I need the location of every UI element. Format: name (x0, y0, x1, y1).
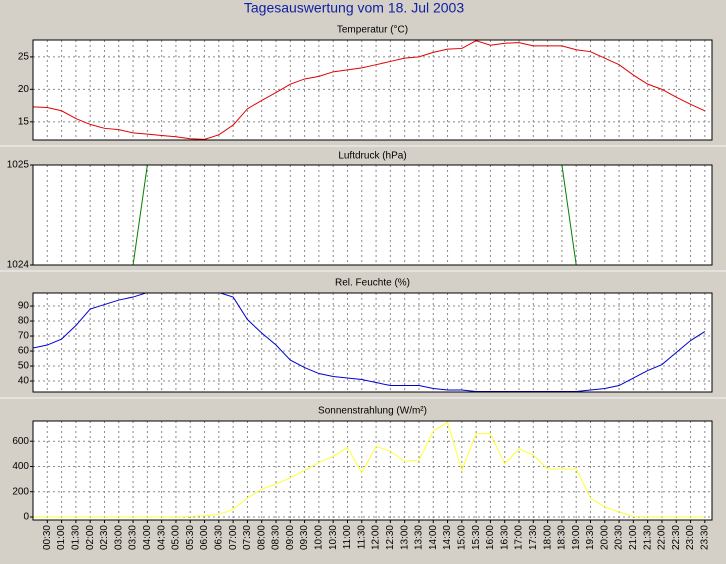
series-line (33, 40, 706, 140)
x-tick-label: 07:00 (228, 525, 239, 550)
plot-area (33, 40, 712, 140)
x-tick-label: 16:30 (499, 525, 510, 550)
x-tick-label: 12:30 (385, 525, 396, 550)
panel-title: Temperatur (°C) (337, 25, 408, 36)
panel-title: Rel. Feuchte (%) (335, 278, 410, 289)
chart-title: Tagesauswertung vom 18. Jul 2003 (244, 0, 464, 16)
x-tick-label: 04:30 (156, 525, 167, 550)
y-tick-label: 50 (18, 361, 30, 372)
y-tick-label: 25 (18, 52, 30, 63)
x-tick-label: 14:00 (428, 525, 439, 550)
x-tick-label: 23:00 (685, 525, 696, 550)
x-tick-label: 13:00 (399, 525, 410, 550)
x-tick-label: 06:00 (199, 525, 210, 550)
x-tick-label: 02:00 (85, 525, 96, 550)
x-tick-label: 18:30 (557, 525, 568, 550)
x-tick-label: 11:00 (342, 525, 353, 550)
plot-frame (32, 420, 713, 521)
y-tick-label: 15 (18, 116, 30, 127)
x-tick-label: 12:00 (371, 525, 382, 550)
x-tick-label: 10:00 (314, 525, 325, 550)
x-tick-label: 09:30 (299, 525, 310, 550)
panel-title: Luftdruck (hPa) (338, 151, 406, 162)
x-tick-label: 08:30 (271, 525, 282, 550)
series-line (33, 165, 705, 265)
x-tick-label: 19:00 (571, 525, 582, 550)
x-tick-label: 15:30 (471, 525, 482, 550)
series-line (33, 421, 705, 518)
x-tick-label: 06:30 (213, 525, 224, 550)
plot-area (33, 421, 712, 520)
x-tick-label: 14:30 (442, 525, 453, 550)
x-tick-label: 07:30 (242, 525, 253, 550)
x-tick-label: 10:30 (328, 525, 339, 550)
x-tick-label: 11:30 (356, 525, 367, 550)
x-tick-label: 18:00 (542, 525, 553, 550)
x-tick-label: 13:30 (414, 525, 425, 550)
y-tick-label: 0 (23, 512, 29, 523)
x-tick-label: 19:30 (585, 525, 596, 550)
x-tick-label: 05:30 (185, 525, 196, 550)
panel-title: Sonnenstrahlung (W/m²) (318, 406, 427, 417)
x-tick-label: 15:00 (456, 525, 467, 550)
y-tick-label: 1025 (7, 160, 30, 171)
x-tick-label: 20:30 (614, 525, 625, 550)
y-tick-label: 1024 (7, 260, 30, 271)
plot-frame (32, 39, 713, 141)
x-tick-label: 17:30 (528, 525, 539, 550)
plot-area (33, 293, 712, 392)
x-tick-label: 09:00 (285, 525, 296, 550)
x-tick-label: 02:30 (99, 525, 110, 550)
y-tick-label: 600 (12, 436, 29, 447)
x-tick-label: 04:00 (142, 525, 153, 550)
plot-area (33, 165, 712, 265)
plot-frame (32, 164, 713, 266)
y-tick-label: 70 (18, 331, 30, 342)
y-tick-label: 60 (18, 346, 30, 357)
y-tick-label: 80 (18, 316, 30, 327)
x-tick-label: 21:00 (628, 525, 639, 550)
x-tick-label: 22:30 (671, 525, 682, 550)
x-tick-label: 00:30 (42, 525, 53, 550)
x-tick-label: 01:30 (71, 525, 82, 550)
x-tick-label: 16:00 (485, 525, 496, 550)
x-tick-label: 23:30 (699, 525, 710, 550)
x-tick-label: 03:00 (113, 525, 124, 550)
y-tick-label: 90 (18, 301, 30, 312)
x-tick-label: 17:00 (514, 525, 525, 550)
y-tick-label: 400 (12, 461, 29, 472)
x-tick-label: 08:00 (256, 525, 267, 550)
y-tick-label: 40 (18, 376, 30, 387)
x-tick-label: 22:00 (657, 525, 668, 550)
x-tick-label: 03:30 (128, 525, 139, 550)
x-tick-label: 20:00 (599, 525, 610, 550)
x-tick-label: 21:30 (642, 525, 653, 550)
plot-frame (32, 292, 713, 393)
x-tick-label: 05:00 (171, 525, 182, 550)
x-tick-label: 01:00 (56, 525, 67, 550)
y-tick-label: 200 (12, 486, 29, 497)
y-tick-label: 20 (18, 84, 30, 95)
